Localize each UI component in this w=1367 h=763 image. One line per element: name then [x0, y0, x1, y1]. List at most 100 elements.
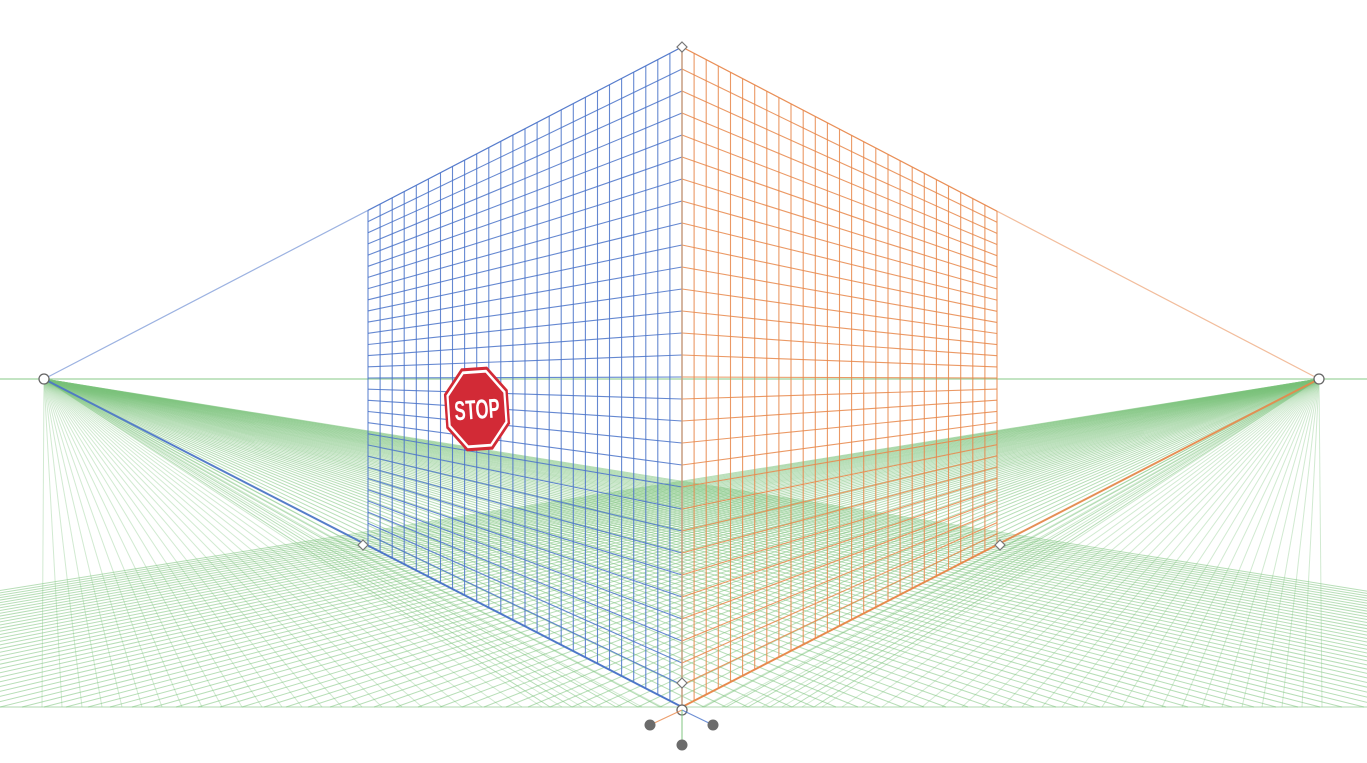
- left-horizontal-line: [367, 178, 683, 278]
- right-horizontal-line: [681, 156, 998, 268]
- ground-fan-left: [43, 378, 563, 708]
- right-horizontal-line: [681, 376, 998, 379]
- ground-fan-left: [43, 378, 123, 708]
- left-horizontal-line: [367, 134, 683, 256]
- left-horizontal-line: [367, 244, 683, 312]
- ground-fan-right: [781, 378, 1320, 708]
- ground-plane-grid[interactable]: [0, 378, 1367, 708]
- ground-fan-left: [43, 378, 623, 708]
- ground-line-left: [43, 378, 595, 708]
- right-horizontal-line: [681, 477, 998, 576]
- ground-fan-right: [1161, 378, 1320, 708]
- left-horizontal-line: [367, 112, 683, 245]
- plane-switching-widget-icon[interactable]: [644, 709, 719, 751]
- ground-fan-left: [43, 378, 423, 708]
- ground-line-left: [43, 378, 1367, 650]
- ground-fan-right: [861, 378, 1320, 708]
- ground-fan-right: [981, 378, 1320, 708]
- right-horizontal-line: [681, 433, 998, 488]
- left-horizontal-line: [367, 200, 683, 290]
- ground-line-left: [43, 378, 1365, 708]
- ground-line-left: [43, 378, 969, 708]
- ground-fan-left: [43, 378, 63, 708]
- right-horizontal-line: [681, 410, 998, 444]
- left-horizontal-line: [367, 477, 683, 576]
- ground-fan-left: [43, 378, 323, 708]
- ground-fan-left: [43, 378, 523, 708]
- ground-line-left: [43, 378, 1233, 708]
- ground-line-left: [43, 378, 1367, 618]
- widget-arm-right: [681, 709, 714, 726]
- ground-line-left: [43, 378, 1123, 708]
- left-horizontal-line: [367, 444, 683, 510]
- ground-line-left: [43, 378, 573, 708]
- right-grid-extent-handle[interactable]: [994, 539, 1006, 551]
- left-horizontal-line: [367, 266, 683, 323]
- widget-arm-left: [649, 709, 683, 726]
- horizon-height-handle[interactable]: [676, 677, 688, 689]
- right-horizontal-line: [681, 499, 998, 620]
- ground-line-left: [43, 378, 793, 708]
- grid-handles[interactable]: [38, 41, 1325, 716]
- ground-fan-right: [821, 378, 1320, 708]
- right-horizontal-line: [681, 200, 998, 290]
- ground-fan-right: [801, 378, 1320, 708]
- ground-fan-left: [43, 378, 163, 708]
- ground-fan-left: [43, 378, 483, 708]
- ground-fan-left: [43, 378, 663, 708]
- ground-fan-right: [1121, 378, 1320, 708]
- ground-line-left: [43, 378, 1367, 647]
- ground-fan-right: [941, 378, 1320, 708]
- right-horizontal-line: [681, 332, 998, 357]
- right-horizontal-line: [681, 310, 998, 346]
- left-horizontal-line: [367, 156, 683, 267]
- left-horizontal-line: [367, 500, 683, 620]
- left-horizontal-line: [367, 222, 683, 301]
- ground-line-left: [43, 378, 1367, 703]
- ground-line-left: [43, 378, 1167, 708]
- right-horizontal-line: [681, 178, 998, 279]
- ground-fan-right: [1001, 378, 1320, 708]
- ground-fan-left: [43, 378, 183, 708]
- right-top-guide: [681, 46, 1320, 380]
- ground-line-left: [43, 378, 1367, 636]
- ground-fan-right: [1318, 378, 1323, 708]
- ground-line-left: [43, 378, 1367, 621]
- left-horizontal-line: [367, 90, 683, 234]
- ground-fan-right: [841, 378, 1320, 708]
- ground-line-left: [43, 378, 1367, 698]
- ground-fan-right: [1241, 378, 1320, 708]
- left-horizontal-line: [367, 511, 683, 642]
- widget-left-dot[interactable]: [644, 719, 656, 731]
- widget-right-dot[interactable]: [707, 719, 719, 731]
- ground-line-left: [43, 378, 1367, 633]
- right-horizontal-line: [681, 466, 998, 554]
- ground-fan-left: [43, 378, 263, 708]
- right-horizontal-line: [681, 522, 998, 664]
- right-horizontal-line: [681, 488, 998, 598]
- right-horizontal-line: [681, 421, 998, 466]
- ground-line-left: [43, 378, 1013, 708]
- ground-line-left: [43, 378, 1101, 708]
- vertical-extent-handle[interactable]: [676, 41, 688, 53]
- ground-line-left: [43, 378, 1367, 594]
- left-horizontal-line: [367, 388, 683, 400]
- right-horizontal-line: [681, 90, 998, 234]
- ground-fan-left: [43, 378, 603, 708]
- ground-fan-left: [43, 378, 303, 708]
- left-vanishing-point-handle[interactable]: [38, 373, 50, 385]
- ground-line-left: [43, 378, 771, 708]
- left-grid-extent-handle[interactable]: [357, 539, 369, 551]
- right-horizontal-line: [681, 510, 998, 642]
- left-horizontal-line: [367, 399, 683, 422]
- ground-line-left: [43, 378, 1367, 604]
- ground-fan-left: [43, 378, 363, 708]
- widget-bottom-dot[interactable]: [676, 739, 688, 751]
- ground-fan-right: [1181, 378, 1320, 708]
- ground-line-left: [43, 378, 925, 708]
- right-vanishing-point-handle[interactable]: [1313, 373, 1325, 385]
- right-horizontal-line: [681, 399, 998, 422]
- ground-fan-left: [43, 378, 463, 708]
- ground-line-left: [43, 378, 1367, 609]
